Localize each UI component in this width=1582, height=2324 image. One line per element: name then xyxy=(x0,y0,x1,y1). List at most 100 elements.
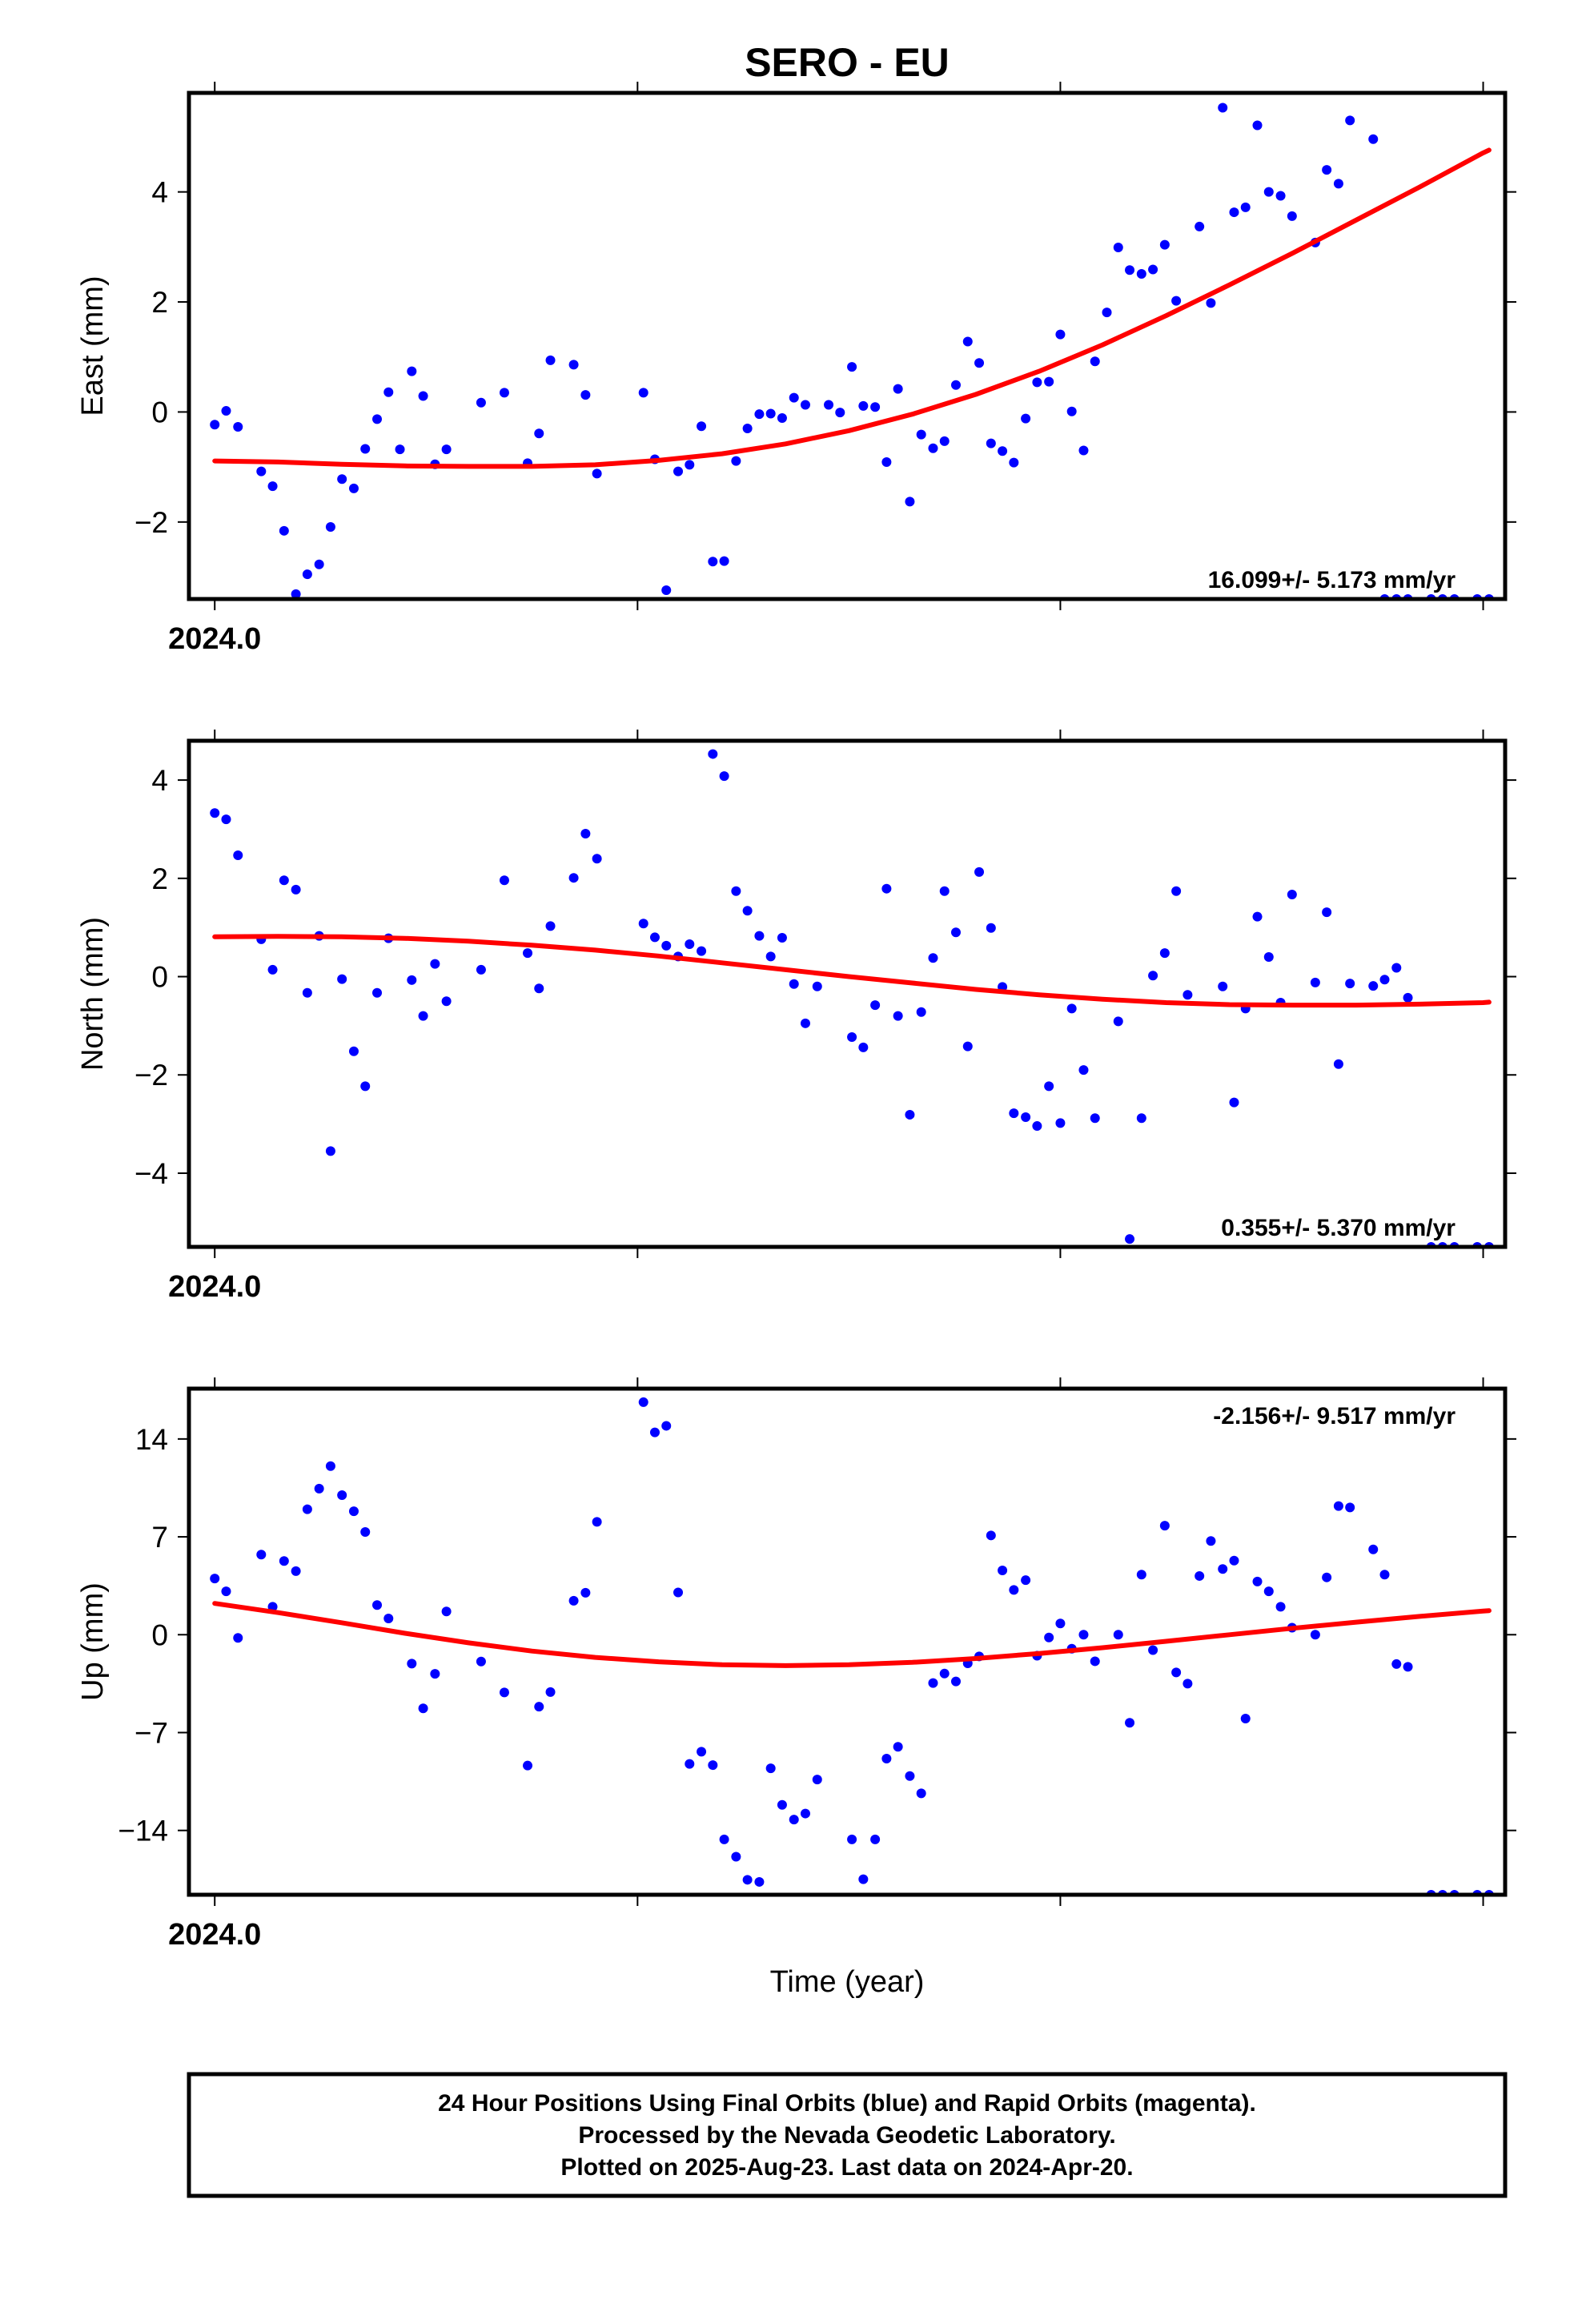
footer-line-3: Plotted on 2025-Aug-23. Last data on 202… xyxy=(560,2154,1133,2181)
up-data-point xyxy=(1391,1659,1402,1669)
east-data-point xyxy=(719,556,729,566)
up-data-point xyxy=(1113,1630,1123,1640)
up-data-point xyxy=(1368,1544,1379,1554)
east-data-point xyxy=(1159,239,1170,250)
north-data-point xyxy=(568,873,579,883)
up-data-point xyxy=(905,1771,915,1781)
north-data-point xyxy=(1159,948,1170,959)
up-data-point xyxy=(534,1702,544,1712)
east-data-point xyxy=(1368,134,1379,144)
east-data-point xyxy=(1206,298,1216,308)
up-data-point xyxy=(441,1606,452,1617)
east-data-point xyxy=(1055,329,1066,340)
north-data-point xyxy=(881,883,892,894)
up-data-point xyxy=(638,1397,648,1407)
north-data-point xyxy=(1171,886,1182,896)
up-data-point xyxy=(279,1556,289,1566)
east-ytick-label: 4 xyxy=(151,176,168,209)
north-y-axis-label: North (mm) xyxy=(76,917,110,1071)
up-data-point xyxy=(1148,1645,1158,1655)
up-data-point xyxy=(233,1633,243,1643)
north-data-point xyxy=(1322,907,1332,918)
up-data-point xyxy=(789,1815,799,1825)
north-data-point xyxy=(928,953,938,963)
up-data-point xyxy=(742,1875,753,1885)
north-rate-label: 0.355+/- 5.370 mm/yr xyxy=(1221,1215,1456,1241)
up-data-point xyxy=(1171,1667,1182,1678)
up-data-point xyxy=(1136,1570,1146,1580)
up-data-point xyxy=(1125,1718,1135,1728)
east-data-point xyxy=(256,466,267,476)
north-data-point xyxy=(476,964,486,975)
up-data-point xyxy=(1240,1714,1251,1724)
up-data-point xyxy=(1044,1632,1054,1642)
north-ytick-label: 0 xyxy=(151,961,168,994)
up-data-point xyxy=(893,1742,903,1752)
east-data-point xyxy=(1125,265,1135,275)
north-data-point xyxy=(858,1042,869,1052)
north-data-point xyxy=(950,927,961,938)
east-data-point xyxy=(950,380,961,390)
north-data-point xyxy=(789,979,799,989)
north-data-point xyxy=(372,987,383,998)
north-data-point xyxy=(221,814,231,825)
east-data-point xyxy=(731,456,741,466)
north-data-point xyxy=(1379,975,1390,985)
up-data-point xyxy=(1055,1618,1066,1629)
up-data-point xyxy=(1310,1630,1320,1640)
up-data-point xyxy=(210,1574,220,1584)
north-data-point xyxy=(407,975,417,985)
north-data-point xyxy=(708,749,718,759)
up-data-point xyxy=(765,1763,776,1774)
east-data-point xyxy=(267,481,278,492)
east-data-point xyxy=(1009,457,1019,468)
up-data-point xyxy=(348,1506,359,1517)
east-data-point xyxy=(1322,165,1332,175)
up-rate-label: -2.156+/- 9.517 mm/yr xyxy=(1213,1403,1456,1429)
up-data-point xyxy=(383,1614,394,1624)
north-data-point xyxy=(870,1000,881,1011)
east-ytick-label: −2 xyxy=(135,506,168,539)
footer-line-2: Processed by the Nevada Geodetic Laborat… xyxy=(578,2122,1115,2149)
up-data-point xyxy=(847,1834,857,1844)
north-data-point xyxy=(418,1011,428,1021)
north-data-point xyxy=(360,1081,371,1092)
north-data-point xyxy=(1252,911,1263,922)
east-data-point xyxy=(638,388,648,398)
north-data-point xyxy=(1287,890,1297,900)
east-data-point xyxy=(372,414,383,424)
north-data-point xyxy=(534,983,544,994)
east-data-point xyxy=(210,420,220,430)
east-data-point xyxy=(1044,376,1054,387)
north-data-point xyxy=(777,933,787,943)
east-data-point xyxy=(1275,191,1286,201)
up-data-point xyxy=(1333,1501,1343,1511)
east-data-point xyxy=(789,392,799,403)
up-data-point xyxy=(754,1876,765,1887)
east-data-point xyxy=(395,444,405,455)
up-data-point xyxy=(545,1687,556,1697)
up-data-point xyxy=(523,1760,533,1771)
up-data-point xyxy=(302,1504,312,1514)
up-ytick-label: 0 xyxy=(151,1618,168,1651)
up-data-point xyxy=(291,1566,301,1576)
east-data-point xyxy=(1345,115,1355,126)
up-data-point xyxy=(407,1659,417,1669)
north-data-point xyxy=(765,951,776,962)
east-data-point xyxy=(742,424,753,434)
up-data-point xyxy=(325,1461,335,1471)
north-data-point xyxy=(1044,1081,1054,1092)
north-data-point xyxy=(1032,1121,1042,1132)
east-panel: −2 0 2 4 2024.0 East (mm) 16.099+/- 5.173 mm/y… xyxy=(76,82,1516,656)
north-data-point xyxy=(812,981,822,991)
north-data-point xyxy=(847,1031,857,1042)
north-data-point xyxy=(337,974,347,984)
north-ytick-label: 2 xyxy=(151,862,168,895)
east-data-point xyxy=(697,421,707,432)
up-ytick-label: 7 xyxy=(151,1521,168,1554)
up-data-point xyxy=(568,1595,579,1606)
east-data-point xyxy=(1136,269,1146,279)
north-data-point xyxy=(267,964,278,975)
north-data-point xyxy=(1182,990,1193,1000)
